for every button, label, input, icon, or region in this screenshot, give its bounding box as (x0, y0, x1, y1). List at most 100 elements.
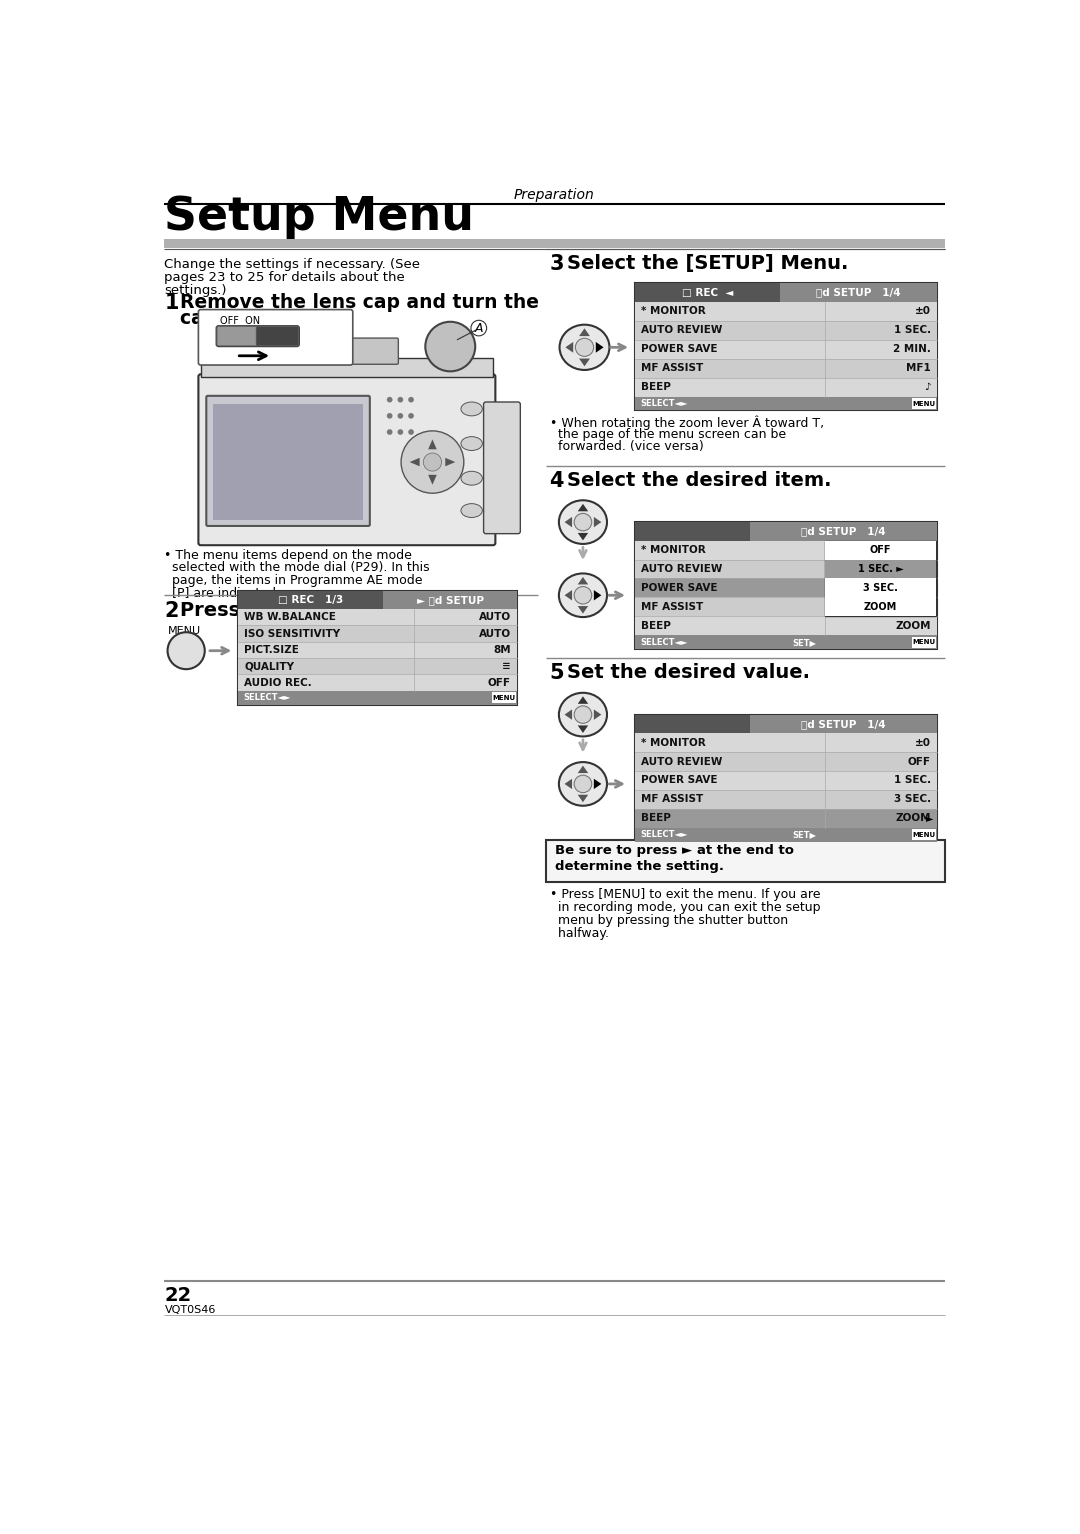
Bar (201, 357, 494, 376)
Text: Ⓒd SETUP   1/4: Ⓒd SETUP 1/4 (801, 719, 886, 729)
Text: ZOOM: ZOOM (895, 813, 931, 824)
Text: menu by pressing the shutter button: menu by pressing the shutter button (550, 914, 787, 927)
Polygon shape (565, 591, 572, 600)
Text: 4: 4 (550, 471, 564, 491)
Text: 5: 5 (550, 663, 564, 683)
Text: OFF: OFF (488, 678, 511, 687)
Text: POWER SAVE: POWER SAVE (642, 344, 717, 354)
Text: POWER SAVE: POWER SAVE (642, 776, 717, 785)
Text: Select the [SETUP] Menu.: Select the [SETUP] Menu. (567, 255, 849, 273)
Text: 1 SEC.: 1 SEC. (894, 583, 931, 594)
Text: * MONITOR: * MONITOR (642, 545, 706, 555)
Text: Change the settings if necessary. (See: Change the settings if necessary. (See (164, 258, 420, 272)
Text: AUDIO REC.: AUDIO REC. (244, 678, 312, 687)
Ellipse shape (559, 325, 609, 370)
Text: POWER SAVE: POWER SAVE (642, 583, 717, 594)
Polygon shape (565, 709, 572, 719)
Bar (913, 637, 935, 647)
Bar (913, 399, 935, 410)
Text: PICT.SIZE: PICT.SIZE (244, 644, 299, 655)
Polygon shape (565, 517, 572, 528)
Circle shape (408, 413, 414, 419)
Text: BEEP: BEEP (642, 382, 671, 393)
Circle shape (387, 413, 392, 419)
Text: ♪: ♪ (924, 382, 931, 393)
Circle shape (397, 430, 403, 434)
Polygon shape (578, 503, 589, 511)
FancyBboxPatch shape (484, 402, 521, 534)
Text: Preparation: Preparation (513, 187, 594, 202)
FancyBboxPatch shape (217, 327, 259, 345)
Bar (238, 675, 517, 690)
Bar (635, 397, 937, 411)
Polygon shape (594, 779, 602, 788)
FancyBboxPatch shape (199, 310, 353, 365)
Text: MF ASSIST: MF ASSIST (642, 364, 703, 373)
Polygon shape (578, 765, 589, 773)
Text: OFF  ON: OFF ON (220, 316, 260, 327)
Text: the page of the menu screen can be: the page of the menu screen can be (550, 428, 786, 442)
Bar (492, 692, 515, 703)
Circle shape (408, 397, 414, 402)
Text: MENU: MENU (913, 400, 935, 407)
Text: MF ASSIST: MF ASSIST (642, 795, 703, 804)
Bar (913, 830, 935, 841)
Text: 1 SEC. ►: 1 SEC. ► (858, 565, 903, 574)
Polygon shape (578, 577, 589, 584)
Polygon shape (578, 726, 589, 733)
Bar (383, 591, 517, 609)
Text: • When rotating the zoom lever Â toward T,: • When rotating the zoom lever Â toward … (550, 416, 824, 431)
Bar (635, 377, 937, 397)
Polygon shape (445, 457, 456, 466)
Bar (164, 239, 945, 249)
Bar (635, 321, 937, 339)
Ellipse shape (558, 693, 607, 736)
Text: * MONITOR: * MONITOR (642, 738, 706, 747)
Text: WB W.BALANCE: WB W.BALANCE (244, 612, 336, 623)
Text: 1 SEC.: 1 SEC. (894, 776, 931, 785)
Text: Be sure to press ► at the end to: Be sure to press ► at the end to (555, 844, 794, 858)
Text: AUTO REVIEW: AUTO REVIEW (642, 756, 723, 767)
Text: QUALITY: QUALITY (244, 661, 294, 672)
Bar (635, 359, 937, 377)
Text: halfway.: halfway. (550, 927, 609, 940)
Text: □ REC   1/3: □ REC 1/3 (278, 595, 343, 604)
Text: EXIT: EXIT (912, 830, 932, 839)
Text: 1: 1 (164, 293, 179, 313)
Text: 2 MIN.: 2 MIN. (893, 344, 931, 354)
Text: AUTO: AUTO (478, 612, 511, 623)
Bar (238, 658, 517, 675)
Text: SELECT◄►: SELECT◄► (640, 638, 688, 647)
Circle shape (575, 775, 592, 793)
Text: AUTO REVIEW: AUTO REVIEW (642, 565, 723, 574)
Bar (825, 560, 935, 578)
Bar (635, 808, 937, 828)
Text: Ⓒd SETUP   1/4: Ⓒd SETUP 1/4 (816, 288, 901, 298)
Circle shape (397, 413, 403, 419)
Text: Remove the lens cap and turn the: Remove the lens cap and turn the (180, 293, 539, 313)
Circle shape (387, 430, 392, 434)
Text: A: A (474, 322, 483, 334)
Text: MF1: MF1 (906, 364, 931, 373)
Text: forwarded. (vice versa): forwarded. (vice versa) (550, 440, 703, 454)
Circle shape (575, 706, 592, 724)
Text: EXIT: EXIT (491, 693, 513, 703)
Text: page, the items in Programme AE mode: page, the items in Programme AE mode (164, 574, 423, 586)
Circle shape (575, 514, 592, 531)
Bar (635, 597, 937, 617)
Text: ISO SENSITIVITY: ISO SENSITIVITY (244, 629, 340, 638)
Text: 2: 2 (164, 601, 179, 621)
Polygon shape (594, 709, 602, 719)
FancyBboxPatch shape (207, 344, 230, 364)
Bar (635, 522, 750, 540)
Text: SELECT◄►: SELECT◄► (640, 399, 688, 408)
Text: MENU: MENU (168, 626, 202, 637)
Bar (635, 339, 937, 359)
Circle shape (387, 397, 392, 402)
Polygon shape (579, 328, 590, 336)
Text: MF ASSIST: MF ASSIST (642, 601, 703, 612)
Polygon shape (578, 606, 589, 614)
Circle shape (408, 430, 414, 434)
Text: ±0: ±0 (915, 545, 931, 555)
Bar (635, 540, 937, 560)
